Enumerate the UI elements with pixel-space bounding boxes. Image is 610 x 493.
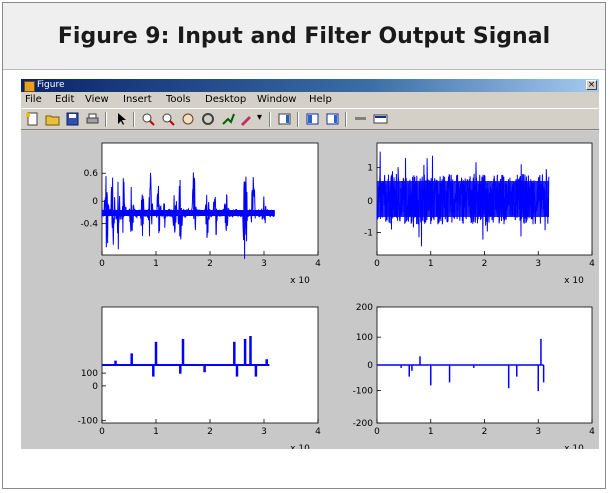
- x-tick-label: 1: [153, 427, 159, 437]
- menu-view[interactable]: View: [85, 94, 109, 105]
- zoom-out-icon[interactable]: [161, 112, 176, 126]
- data-cursor-icon[interactable]: [221, 112, 236, 126]
- x-tick-label: 1: [428, 427, 434, 437]
- toolbar-separator: [345, 112, 347, 127]
- x-tick-label: 2: [207, 259, 213, 269]
- toolbar-separator: [269, 112, 271, 127]
- axes-input: [101, 142, 319, 256]
- figure-frame: Figure 9: Input and Filter Output Signal…: [2, 2, 606, 489]
- y-tick-label: -1: [364, 229, 373, 239]
- x-tick-label: 4: [315, 259, 321, 269]
- figure-caption-bar: Figure 9: Input and Filter Output Signal: [3, 3, 605, 70]
- y-tick-label: 200: [356, 303, 373, 313]
- menu-edit[interactable]: Edit: [55, 94, 75, 105]
- plot-area: 0 1 2 3 4 x 10 0.6 0 -0.4 0 1 2 3 4 x 10 1 0 -1 0 1 2 3 4 x 10 1…: [21, 131, 599, 449]
- x-tick-label: 1: [428, 259, 434, 269]
- series-trace-input: [101, 172, 275, 259]
- y-tick-label: -100: [78, 417, 99, 427]
- y-tick-label: -200: [353, 419, 374, 429]
- subplots-canvas: 0 1 2 3 4 x 10 0.6 0 -0.4 0 1 2 3 4 x 10 1 0 -1 0 1 2 3 4 x 10 1…: [78, 142, 595, 449]
- pointer-icon[interactable]: [113, 112, 128, 126]
- menu-bar: File Edit View Insert Tools Desktop Wind…: [21, 93, 599, 107]
- menu-desktop[interactable]: Desktop: [205, 94, 247, 105]
- matlab-app-icon: [24, 81, 35, 92]
- brush-dropdown-icon[interactable]: ▾: [257, 112, 263, 123]
- y-tick-label: 0: [92, 197, 98, 207]
- x-tick-label: 2: [482, 427, 488, 437]
- x-tick-label: 0: [99, 259, 105, 269]
- window-titlebar[interactable]: Figure ×: [21, 79, 599, 92]
- y-tick-label: -100: [353, 387, 374, 397]
- x-exponent-label: x 10: [564, 276, 584, 286]
- close-icon[interactable]: ×: [586, 80, 597, 90]
- y-tick-label: 1: [367, 164, 373, 174]
- series-band-noise: [377, 181, 549, 217]
- menu-tools[interactable]: Tools: [166, 94, 191, 105]
- window-title: Figure: [37, 80, 65, 90]
- x-tick-label: 1: [153, 259, 159, 269]
- show-plot-tools-icon[interactable]: [353, 112, 368, 126]
- y-tick-label: 0.6: [84, 169, 99, 179]
- y-tick-label: -0.4: [80, 220, 98, 230]
- x-tick-label: 3: [535, 259, 541, 269]
- menu-insert[interactable]: Insert: [123, 94, 152, 105]
- x-tick-label: 4: [589, 427, 595, 437]
- print-icon[interactable]: [85, 112, 100, 126]
- colorbar-icon[interactable]: [277, 112, 292, 126]
- toolbar-separator: [133, 112, 135, 127]
- matlab-figure-window: Figure × File Edit View Insert Tools Des…: [21, 79, 599, 449]
- series-band-input: [102, 210, 275, 216]
- y-tick-label: 100: [81, 369, 98, 379]
- brush-icon[interactable]: [239, 112, 254, 126]
- x-tick-label: 3: [261, 259, 267, 269]
- x-exponent-label: x 10: [564, 444, 584, 449]
- y-tick-label: 100: [356, 333, 373, 343]
- save-icon[interactable]: [65, 112, 80, 126]
- pan-icon[interactable]: [181, 112, 196, 126]
- hide-plot-tools-icon[interactable]: [325, 112, 340, 126]
- y-tick-label: 0: [92, 382, 98, 392]
- dock-figure-icon[interactable]: [373, 112, 388, 126]
- menu-window[interactable]: Window: [257, 94, 297, 105]
- x-tick-label: 4: [589, 259, 595, 269]
- menu-file[interactable]: File: [25, 94, 42, 105]
- new-file-icon[interactable]: [25, 112, 40, 126]
- x-exponent-label: x 10: [290, 444, 310, 449]
- zoom-in-icon[interactable]: [141, 112, 156, 126]
- toolbar-separator: [105, 112, 107, 127]
- x-tick-label: 0: [374, 259, 380, 269]
- open-folder-icon[interactable]: [45, 112, 60, 126]
- x-tick-label: 3: [535, 427, 541, 437]
- menu-help[interactable]: Help: [309, 94, 332, 105]
- rotate-3d-icon[interactable]: [201, 112, 216, 126]
- toolbar-separator: [297, 112, 299, 127]
- x-tick-label: 0: [99, 427, 105, 437]
- x-tick-label: 4: [315, 427, 321, 437]
- x-tick-label: 2: [482, 259, 488, 269]
- figure-title: Figure 9: Input and Filter Output Signal: [57, 23, 551, 49]
- figure-toolbar: ▾: [21, 108, 599, 130]
- y-tick-label: 0: [367, 361, 373, 371]
- x-tick-label: 3: [261, 427, 267, 437]
- y-tick-label: 0: [367, 197, 373, 207]
- x-tick-label: 0: [374, 427, 380, 437]
- x-tick-label: 2: [207, 427, 213, 437]
- legend-icon[interactable]: [305, 112, 320, 126]
- x-exponent-label: x 10: [290, 276, 310, 286]
